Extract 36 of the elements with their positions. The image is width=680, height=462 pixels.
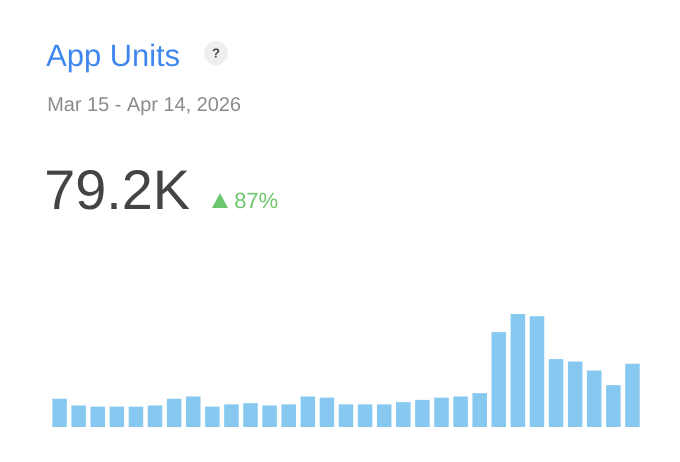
bar bbox=[396, 402, 411, 427]
bar bbox=[166, 398, 182, 427]
chart-subtitle: Mar 15 - Apr 14, 2026 bbox=[48, 97, 240, 116]
text: 87% bbox=[235, 192, 278, 208]
bar bbox=[128, 406, 144, 427]
bar bbox=[568, 361, 582, 427]
bar bbox=[415, 400, 430, 427]
bar bbox=[71, 406, 86, 427]
bar bbox=[186, 396, 200, 427]
bar bbox=[148, 406, 162, 427]
bar bbox=[52, 398, 67, 427]
bar bbox=[358, 404, 372, 427]
text: ? bbox=[212, 48, 220, 58]
bar bbox=[492, 332, 506, 427]
text: 79.2K bbox=[47, 170, 190, 210]
bar bbox=[262, 406, 277, 427]
bar bbox=[434, 398, 449, 427]
bar bbox=[90, 406, 106, 427]
bar bbox=[110, 406, 124, 427]
bar bbox=[300, 396, 316, 427]
bar bbox=[472, 393, 487, 427]
bar bbox=[587, 370, 602, 427]
chart-title: App Units bbox=[46, 44, 179, 72]
bar bbox=[338, 404, 354, 427]
bar bbox=[205, 406, 220, 427]
bar bbox=[281, 404, 296, 427]
bar bbox=[224, 404, 239, 427]
bar bbox=[320, 398, 334, 427]
bar bbox=[530, 316, 544, 427]
bar bbox=[606, 385, 621, 427]
bar bbox=[510, 314, 526, 427]
bar bbox=[548, 359, 564, 427]
bar bbox=[625, 364, 640, 427]
bar bbox=[453, 396, 468, 427]
bar bbox=[376, 404, 392, 427]
bar bbox=[243, 403, 258, 427]
